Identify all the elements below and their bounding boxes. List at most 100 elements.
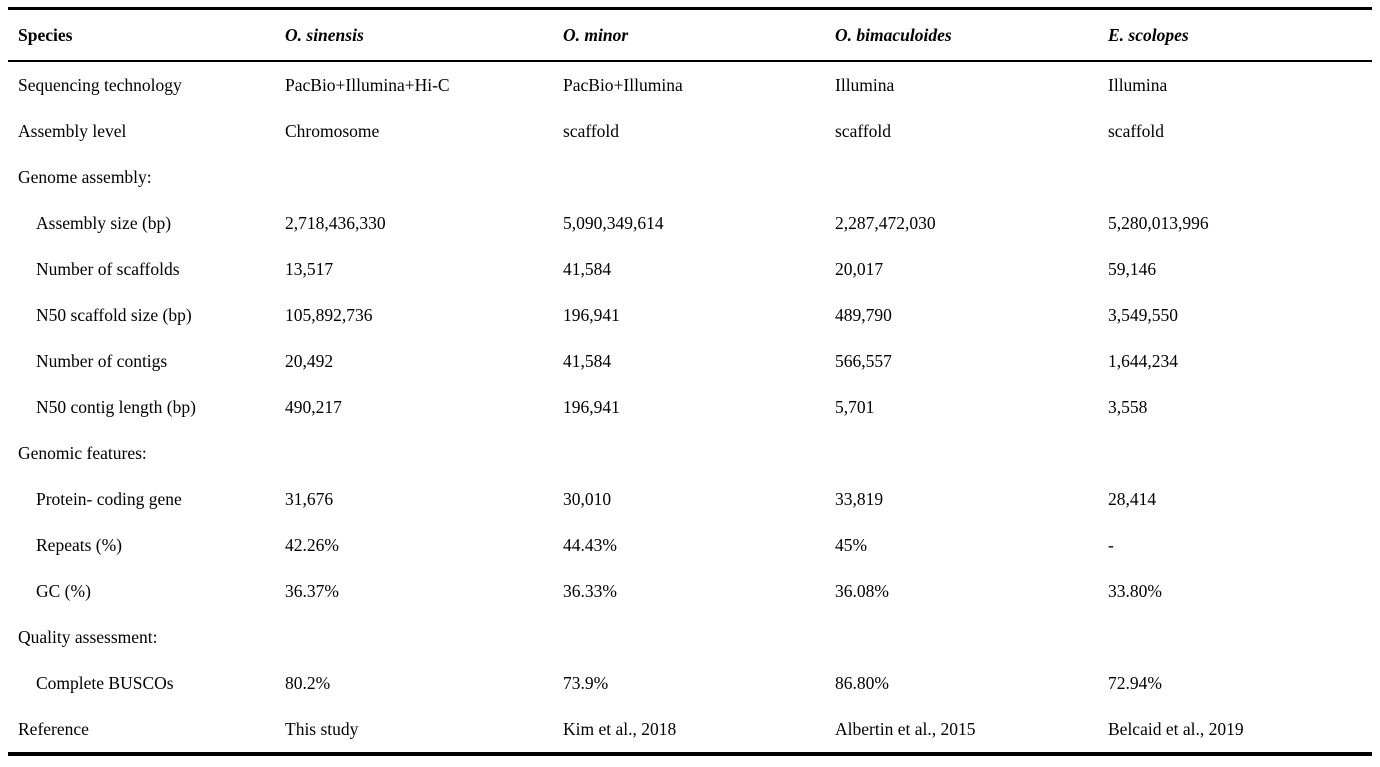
table-row-complete-buscos: Complete BUSCOs 80.2% 73.9% 86.80% 72.94… [8,660,1372,706]
table-row-n50-scaffold-size: N50 scaffold size (bp) 105,892,736 196,9… [8,292,1372,338]
table-cell-empty [285,430,563,476]
table-cell-empty [1108,614,1372,660]
table-cell: 20,017 [835,258,884,279]
table-cell-empty [563,614,835,660]
table-cell-empty [1108,430,1372,476]
table-cell: Illumina [1108,74,1168,95]
table-cell: Belcaid et al., 2019 [1108,718,1244,739]
table-cell: 72.94% [1108,672,1162,693]
table-cell-empty [285,154,563,200]
table-cell-empty [835,614,1108,660]
table-cell: Chromosome [285,120,380,141]
row-label: Protein- coding gene [36,488,182,509]
table-cell: 59,146 [1108,258,1157,279]
table-row-protein-coding-gene: Protein- coding gene 31,676 30,010 33,81… [8,476,1372,522]
section-row-genome-assembly: Genome assembly: [8,154,1372,200]
table-row-assembly-size: Assembly size (bp) 2,718,436,330 5,090,3… [8,200,1372,246]
column-header-species: Species [8,8,285,62]
table-cell: 490,217 [285,396,342,417]
table-cell-empty [1108,154,1372,200]
table-cell-empty [563,430,835,476]
table-cell: 3,549,550 [1108,304,1178,325]
section-label: Genomic features: [18,442,147,463]
table-cell: 3,558 [1108,396,1148,417]
table-cell: 489,790 [835,304,892,325]
table-cell: PacBio+Illumina+Hi-C [285,74,450,95]
table-cell: - [1108,534,1114,555]
table-row-n50-contig-length: N50 contig length (bp) 490,217 196,941 5… [8,384,1372,430]
table-cell: 5,280,013,996 [1108,212,1209,233]
table-row-gc: GC (%) 36.37% 36.33% 36.08% 33.80% [8,568,1372,614]
table-cell: 45% [835,534,868,555]
table-cell: scaffold [835,120,892,141]
table-row-reference: Reference This study Kim et al., 2018 Al… [8,706,1372,754]
table-header-row: Species O. sinensis O. minor O. bimaculo… [8,8,1372,62]
table-cell: 2,718,436,330 [285,212,386,233]
row-label: Sequencing technology [18,74,182,95]
table-cell: 33.80% [1108,580,1162,601]
table-cell: 105,892,736 [285,304,373,325]
table-cell: scaffold [1108,120,1165,141]
table-cell: Kim et al., 2018 [563,718,677,739]
table-cell: Albertin et al., 2015 [835,718,976,739]
table-cell: 5,090,349,614 [563,212,664,233]
table-cell: 20,492 [285,350,334,371]
column-header-e-scolopes: E. scolopes [1108,8,1372,62]
table-row-repeats: Repeats (%) 42.26% 44.43% 45% - [8,522,1372,568]
table-cell: 566,557 [835,350,892,371]
table-row-assembly-level: Assembly level Chromosome scaffold scaff… [8,108,1372,154]
table-cell: 44.43% [563,534,617,555]
table-cell-empty [563,154,835,200]
column-header-o-sinensis: O. sinensis [285,8,563,62]
table-cell: 86.80% [835,672,889,693]
table-cell: 42.26% [285,534,339,555]
table-cell: 31,676 [285,488,334,509]
table-cell: 41,584 [563,258,612,279]
column-header-o-minor: O. minor [563,8,835,62]
row-label: Assembly size (bp) [36,212,172,233]
table-cell: 33,819 [835,488,884,509]
table-row-number-of-contigs: Number of contigs 20,492 41,584 566,557 … [8,338,1372,384]
table-cell: 30,010 [563,488,612,509]
table-cell: 36.08% [835,580,889,601]
table-cell: 2,287,472,030 [835,212,936,233]
table-cell: 73.9% [563,672,609,693]
row-label: Number of contigs [36,350,168,371]
row-label: GC (%) [36,580,91,601]
table-cell: 196,941 [563,396,620,417]
row-label: N50 contig length (bp) [36,396,196,417]
table-cell: 28,414 [1108,488,1157,509]
section-label: Quality assessment: [18,626,158,647]
row-label: Number of scaffolds [36,258,180,279]
table-cell: scaffold [563,120,620,141]
table-cell: 41,584 [563,350,612,371]
table-cell: 196,941 [563,304,620,325]
row-label: Reference [18,718,89,739]
table-cell: 5,701 [835,396,875,417]
table-cell: 13,517 [285,258,334,279]
table-cell: This study [285,718,359,739]
table-header: Species O. sinensis O. minor O. bimaculo… [8,8,1372,62]
row-label: N50 scaffold size (bp) [36,304,192,325]
section-row-genomic-features: Genomic features: [8,430,1372,476]
table-row-sequencing-technology: Sequencing technology PacBio+Illumina+Hi… [8,61,1372,108]
table-cell: Illumina [835,74,895,95]
table-cell: PacBio+Illumina [563,74,683,95]
table-cell-empty [285,614,563,660]
table-cell: 36.37% [285,580,339,601]
section-label: Genome assembly: [18,166,152,187]
table-cell-empty [835,430,1108,476]
row-label: Repeats (%) [36,534,123,555]
table-cell: 36.33% [563,580,617,601]
table-row-number-of-scaffolds: Number of scaffolds 13,517 41,584 20,017… [8,246,1372,292]
column-header-o-bimaculoides: O. bimaculoides [835,8,1108,62]
genome-assembly-comparison-table: Species O. sinensis O. minor O. bimaculo… [8,7,1372,756]
table-cell-empty [835,154,1108,200]
row-label: Assembly level [18,120,127,141]
row-label: Complete BUSCOs [36,672,174,693]
table-cell: 1,644,234 [1108,350,1178,371]
table-body: Sequencing technology PacBio+Illumina+Hi… [8,61,1372,754]
table-cell: 80.2% [285,672,331,693]
section-row-quality-assessment: Quality assessment: [8,614,1372,660]
